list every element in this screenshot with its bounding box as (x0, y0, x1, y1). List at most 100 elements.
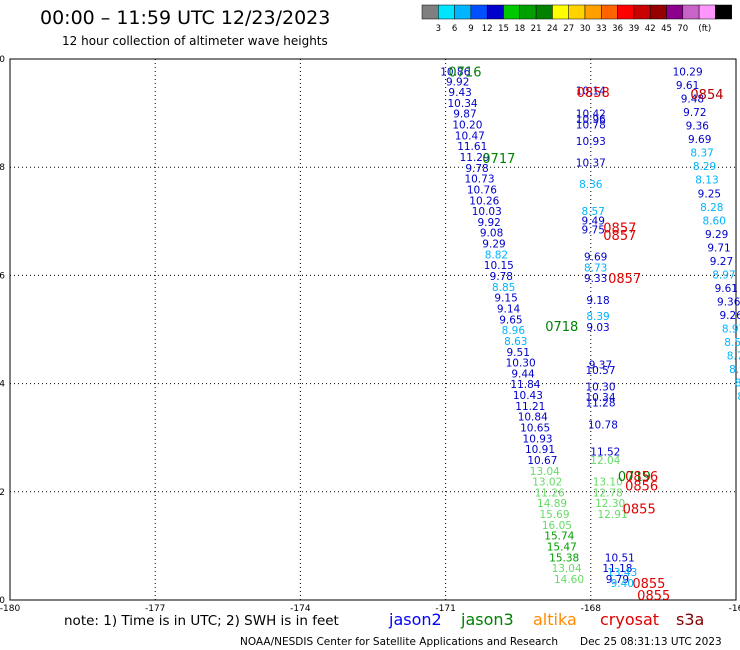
wave-height-value: 10.78 (588, 419, 618, 431)
wave-height-value: 8.13 (695, 175, 718, 187)
wave-height-value: 9.18 (586, 295, 609, 307)
wave-height-value: 12.78 (593, 487, 623, 499)
wave-height-value: 9.78 (490, 271, 513, 283)
wave-height-value: 8.54 (724, 337, 740, 349)
wave-height-value: 9.36 (717, 296, 740, 308)
wave-height-value: 10.93 (576, 136, 606, 148)
wave-height-value: 13.43 (607, 567, 637, 579)
wave-height-value: 8.97 (722, 324, 740, 336)
legend-jason3: jason3 (460, 610, 514, 629)
wave-height-value: 15.69 (539, 509, 569, 521)
pass-time-label: 0857 (603, 221, 636, 236)
colorbar-swatch (617, 4, 635, 20)
wave-height-value: 10.65 (520, 423, 550, 435)
wave-height-value: 12.91 (598, 509, 628, 521)
colorbar-swatch (568, 4, 586, 20)
pass-time-label: 0857 (608, 272, 641, 287)
wave-height-value: 9.15 (494, 293, 517, 305)
colorbar-label: 70 (677, 24, 688, 34)
wave-height-value: 10.86 (440, 67, 470, 79)
wave-height-value: 8.36 (579, 179, 603, 191)
colorbar-label: 6 (452, 24, 457, 34)
wave-height-value: 10.15 (484, 260, 514, 272)
wave-height-value: 13.10 (593, 477, 623, 489)
y-tick-label: 10 (0, 596, 5, 606)
colorbar-label: 27 (563, 24, 574, 34)
colorbar-swatch (519, 4, 537, 20)
wave-height-value: 9.48 (681, 94, 704, 106)
x-tick-label: -177 (145, 604, 165, 614)
wave-height-value: 11.21 (515, 401, 545, 413)
legend-jason2: jason2 (388, 610, 442, 629)
x-tick-label: -174 (290, 604, 311, 614)
colorbar-swatch (438, 4, 455, 20)
wave-height-value: 10.42 (576, 109, 606, 121)
wave-height-value: 10.93 (523, 433, 553, 445)
wave-height-value: 10.67 (527, 455, 557, 467)
colorbar-swatch (454, 4, 472, 20)
colorbar-label: 21 (531, 24, 542, 34)
colorbar-unit: (ft) (698, 24, 711, 34)
pass-time-label: 0854 (690, 88, 723, 103)
wave-height-value: 13.04 (552, 563, 582, 575)
wave-height-value: 9.14 (497, 303, 521, 315)
pass-time-label: 0716 (448, 66, 481, 81)
wave-height-value: 10.84 (518, 412, 548, 424)
wave-height-value: 15.47 (547, 542, 577, 554)
footer-generated: Dec 25 08:31:13 UTC 2023 (580, 636, 722, 648)
wave-height-value: 15.74 (544, 531, 574, 543)
colorbar-label: 15 (498, 24, 509, 34)
wave-height-value: 10.30 (506, 358, 536, 370)
wave-height-value: 9.79 (606, 574, 629, 586)
colorbar-swatch (601, 4, 618, 20)
colorbar-label: 33 (596, 24, 607, 34)
wave-height-value: 9.33 (584, 273, 607, 285)
wave-height-value: 11.29 (460, 152, 490, 164)
colorbar-label: 18 (514, 24, 525, 34)
legend-cryosat: cryosat (600, 610, 659, 629)
wave-height-value: 9.69 (688, 134, 711, 146)
wave-height-value: 9.65 (499, 314, 522, 326)
wave-height-value: 9.61 (676, 80, 699, 92)
wave-height-value: 9.61 (715, 283, 738, 295)
wave-height-value: 10.37 (576, 157, 606, 169)
wave-height-value: 8.29 (693, 161, 716, 173)
wave-height-value: 8.39 (586, 311, 609, 323)
wave-height-value: 10.34 (585, 392, 615, 404)
colorbar-swatch (486, 4, 504, 20)
y-tick-label: 12 (0, 488, 5, 498)
wave-height-value: 11.52 (590, 446, 620, 458)
wave-height-value: 11.61 (457, 141, 487, 153)
pass-time-label: 0855 (637, 589, 670, 604)
wave-height-value: 8.96 (502, 325, 526, 337)
wave-height-value: 11.28 (585, 398, 615, 410)
wave-height-value: 9.29 (705, 229, 728, 241)
wave-height-value: 9.75 (582, 224, 605, 236)
colorbar-swatch (552, 4, 569, 20)
page-title: 00:00 – 11:59 UTC 12/23/2023 (40, 7, 331, 29)
wave-height-value: 10.96 (576, 114, 606, 126)
wave-height-value: 14.89 (537, 498, 567, 510)
wave-height-value: 10.30 (585, 381, 615, 393)
wave-height-value: 9.40 (611, 578, 634, 590)
colorbar-label: 12 (482, 24, 493, 34)
colorbar-swatch (421, 4, 439, 20)
colorbar-swatch (682, 4, 700, 20)
pass-time-label: 0718 (545, 320, 578, 335)
wave-height-value: 10.43 (513, 390, 543, 402)
y-tick-label: 18 (0, 163, 5, 173)
wave-height-value: 9.43 (448, 87, 471, 99)
colorbar-label: 24 (547, 24, 558, 34)
wave-height-value: 11.26 (535, 487, 565, 499)
colorbar-swatch (470, 4, 488, 20)
wave-height-value: 9.92 (446, 76, 469, 88)
wave-height-value: 10.29 (673, 67, 703, 79)
wave-height-value: 11.84 (510, 379, 540, 391)
colorbar-label: 42 (645, 24, 656, 34)
wave-height-value: 9.37 (589, 360, 612, 372)
wave-height-value: 9.03 (586, 322, 609, 334)
page-subtitle: 12 hour collection of altimeter wave hei… (62, 34, 328, 48)
pass-time-label: 0858 (577, 86, 610, 101)
wave-height-value: 9.26 (719, 310, 740, 322)
